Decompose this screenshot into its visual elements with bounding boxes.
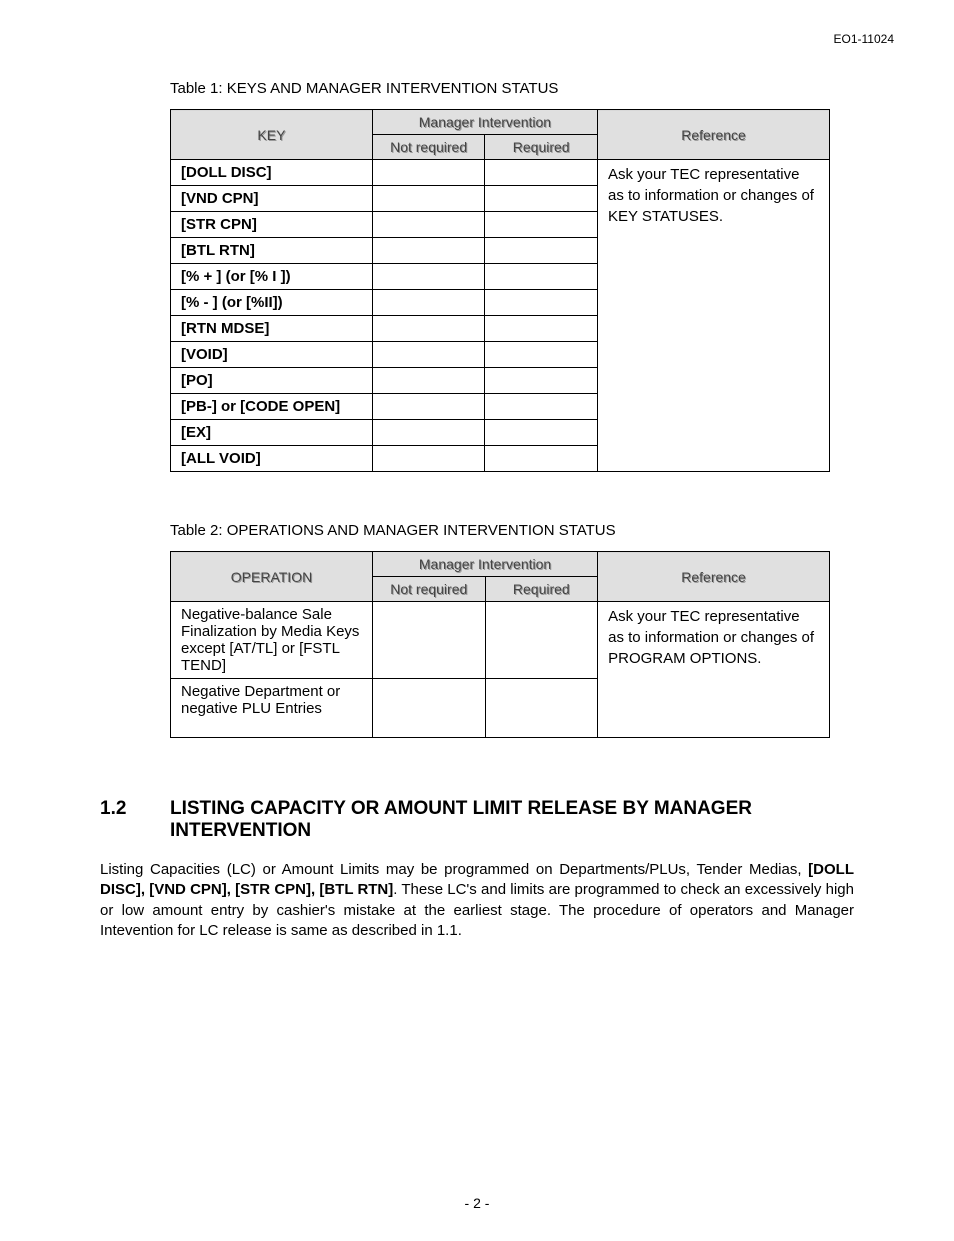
table-1: KEY Manager Intervention Reference Not r…: [170, 109, 830, 472]
nr-cell: [372, 368, 485, 394]
table-2-reference: Ask your TEC representative as to inform…: [598, 602, 830, 738]
table-1-header-key: KEY: [171, 110, 373, 160]
key-cell: [PO]: [181, 372, 213, 389]
key-cell: [% - ] (or [%II]): [181, 294, 283, 311]
key-cell: [% + ] (or [% I ]): [181, 268, 291, 285]
rq-cell: [485, 316, 598, 342]
key-cell: [ALL VOID]: [181, 450, 261, 467]
table-2-header-mi: Manager Intervention: [373, 552, 598, 577]
rq-cell: [485, 602, 598, 679]
key-cell: [EX]: [181, 424, 211, 441]
table-1-header-required: Required: [485, 135, 598, 160]
nr-cell: [372, 160, 485, 186]
body-text-1: Listing Capacities (LC) or Amount Limits…: [100, 861, 808, 878]
table-2-header-not-required: Not required: [373, 577, 486, 602]
nr-cell: [373, 602, 486, 679]
table-2-caption: Table 2: OPERATIONS AND MANAGER INTERVEN…: [170, 522, 854, 539]
nr-cell: [372, 212, 485, 238]
op-cell: Negative-balance Sale Finalization by Me…: [171, 602, 373, 679]
document-id: EO1-11024: [834, 32, 895, 46]
rq-cell: [485, 394, 598, 420]
key-cell: [STR CPN]: [181, 216, 257, 233]
rq-cell: [485, 186, 598, 212]
table-row: [DOLL DISC] Ask your TEC representative …: [171, 160, 830, 186]
rq-cell: [485, 368, 598, 394]
nr-cell: [372, 420, 485, 446]
section-number: 1.2: [100, 798, 170, 842]
table-1-caption: Table 1: KEYS AND MANAGER INTERVENTION S…: [170, 80, 854, 97]
table-2-header-op: OPERATION: [171, 552, 373, 602]
table-1-header-mi: Manager Intervention: [372, 110, 597, 135]
rq-cell: [485, 342, 598, 368]
rq-cell: [485, 264, 598, 290]
nr-cell: [372, 238, 485, 264]
nr-cell: [372, 264, 485, 290]
table-1-header-ref: Reference: [598, 110, 830, 160]
nr-cell: [372, 394, 485, 420]
page-number: - 2 -: [0, 1195, 954, 1211]
key-cell: [RTN MDSE]: [181, 320, 269, 337]
rq-cell: [485, 446, 598, 472]
rq-cell: [485, 420, 598, 446]
section-title: LISTING CAPACITY OR AMOUNT LIMIT RELEASE…: [170, 798, 854, 842]
nr-cell: [372, 290, 485, 316]
nr-cell: [372, 342, 485, 368]
key-cell: [VND CPN]: [181, 190, 259, 207]
rq-cell: [485, 679, 598, 738]
rq-cell: [485, 160, 598, 186]
nr-cell: [372, 186, 485, 212]
rq-cell: [485, 212, 598, 238]
nr-cell: [373, 679, 486, 738]
nr-cell: [372, 316, 485, 342]
key-cell: [PB-] or [CODE OPEN]: [181, 398, 340, 415]
table-1-header-not-required: Not required: [372, 135, 485, 160]
rq-cell: [485, 238, 598, 264]
key-cell: [VOID]: [181, 346, 228, 363]
key-cell: [BTL RTN]: [181, 242, 255, 259]
section-heading: 1.2 LISTING CAPACITY OR AMOUNT LIMIT REL…: [100, 798, 854, 842]
rq-cell: [485, 290, 598, 316]
nr-cell: [372, 446, 485, 472]
table-2: OPERATION Manager Intervention Reference…: [170, 551, 830, 738]
key-cell: [DOLL DISC]: [181, 164, 272, 181]
table-2-header-ref: Reference: [598, 552, 830, 602]
table-2-header-required: Required: [485, 577, 598, 602]
op-cell: Negative Department or negative PLU Entr…: [171, 679, 373, 738]
section-body: Listing Capacities (LC) or Amount Limits…: [100, 860, 854, 941]
table-1-reference: Ask your TEC representative as to inform…: [598, 160, 830, 472]
page-container: EO1-11024 Table 1: KEYS AND MANAGER INTE…: [0, 0, 954, 1241]
table-row: Negative-balance Sale Finalization by Me…: [171, 602, 830, 679]
